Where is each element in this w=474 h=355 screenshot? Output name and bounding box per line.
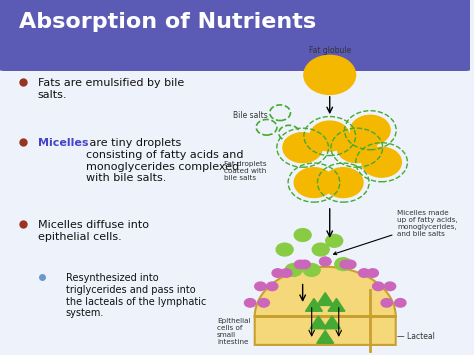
Circle shape — [362, 147, 401, 177]
Text: Fat globule: Fat globule — [309, 46, 351, 55]
Circle shape — [345, 260, 356, 269]
Text: Resynthesized into
triglycerides and pass into
the lacteals of the lymphatic
sys: Resynthesized into triglycerides and pas… — [66, 273, 206, 318]
Polygon shape — [317, 293, 334, 305]
Circle shape — [373, 282, 384, 291]
Text: Bile salts: Bile salts — [233, 111, 268, 120]
Circle shape — [294, 229, 311, 241]
Circle shape — [245, 299, 256, 307]
Text: Fats are emulsified by bile
salts.: Fats are emulsified by bile salts. — [37, 78, 184, 100]
Circle shape — [367, 269, 378, 277]
Circle shape — [283, 133, 322, 163]
Circle shape — [335, 258, 352, 271]
Circle shape — [266, 282, 278, 291]
Text: — Lacteal: — Lacteal — [397, 332, 435, 342]
Text: Micelles made
up of fatty acids,
monoglycerides,
and bile salts: Micelles made up of fatty acids, monogly… — [334, 210, 458, 255]
Polygon shape — [324, 316, 340, 329]
Circle shape — [294, 260, 306, 269]
Text: Fat droplets
coated with
bile salts: Fat droplets coated with bile salts — [224, 161, 266, 181]
Bar — [5, 39, 465, 62]
Circle shape — [310, 121, 349, 151]
Circle shape — [384, 282, 396, 291]
Polygon shape — [305, 299, 322, 311]
Circle shape — [319, 257, 331, 266]
Polygon shape — [317, 331, 334, 343]
Circle shape — [351, 115, 390, 145]
Text: are tiny droplets
consisting of fatty acids and
monoglycerides complexed
with bi: are tiny droplets consisting of fatty ac… — [86, 138, 244, 183]
Circle shape — [272, 269, 283, 277]
Polygon shape — [310, 316, 327, 329]
Circle shape — [337, 133, 376, 163]
Text: Micelles: Micelles — [37, 138, 88, 148]
Text: Epithelial
cells of
small
intestine: Epithelial cells of small intestine — [217, 318, 250, 345]
Circle shape — [324, 168, 363, 197]
Text: Absorption of Nutrients: Absorption of Nutrients — [19, 12, 316, 32]
Circle shape — [294, 168, 334, 197]
Text: Micelles diffuse into
epithelial cells.: Micelles diffuse into epithelial cells. — [37, 220, 148, 242]
Polygon shape — [255, 267, 396, 345]
Circle shape — [395, 299, 406, 307]
Circle shape — [299, 260, 310, 269]
Circle shape — [304, 55, 356, 94]
Circle shape — [255, 282, 266, 291]
Circle shape — [381, 299, 392, 307]
Circle shape — [358, 269, 370, 277]
Circle shape — [258, 299, 269, 307]
Circle shape — [326, 234, 343, 247]
Circle shape — [303, 263, 320, 276]
Circle shape — [276, 243, 293, 256]
Circle shape — [285, 263, 302, 276]
Circle shape — [319, 257, 331, 266]
Circle shape — [312, 243, 329, 256]
Circle shape — [281, 269, 292, 277]
FancyBboxPatch shape — [0, 0, 474, 71]
Circle shape — [340, 260, 351, 269]
Polygon shape — [328, 299, 345, 311]
